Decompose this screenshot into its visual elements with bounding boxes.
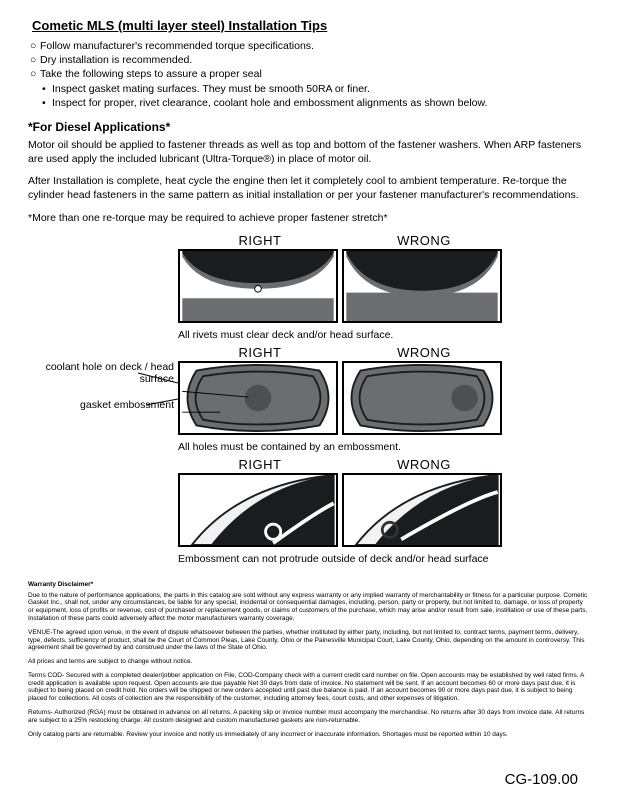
holes-caption: All holes must be contained by an emboss… — [178, 441, 590, 453]
bullet-sym: ○ — [30, 67, 40, 81]
bullet-item: •Inspect for proper, rivet clearance, co… — [28, 96, 590, 110]
label-wrong: WRONG — [342, 345, 506, 360]
label-wrong: WRONG — [342, 457, 506, 472]
bullet-item: ○Follow manufacturer's recommended torqu… — [28, 39, 590, 53]
diesel-para-2: After Installation is complete, heat cyc… — [28, 174, 590, 202]
label-right: RIGHT — [178, 233, 342, 248]
bullet-sym: ○ — [30, 39, 40, 53]
emboss-right-diagram — [178, 473, 338, 547]
label-right: RIGHT — [178, 345, 342, 360]
emboss-wrong-diagram — [342, 473, 502, 547]
bullet-text: Take the following steps to assure a pro… — [40, 68, 262, 80]
label-wrong: WRONG — [342, 233, 506, 248]
disclaimer-p6: Only catalog parts are returnable. Revie… — [28, 731, 590, 739]
diesel-note: *More than one re-torque may be required… — [28, 211, 590, 225]
diagram-row-holes: coolant hole on deck / head surface gask… — [28, 345, 590, 435]
bullet-list: ○Follow manufacturer's recommended torqu… — [28, 39, 590, 110]
emboss-caption: Embossment can not protrude outside of d… — [178, 553, 498, 565]
disclaimer-p2: VENUE-The agreed upon venue, in the even… — [28, 629, 590, 652]
page-title: Cometic MLS (multi layer steel) Installa… — [32, 18, 590, 33]
diagram-row-rivets: RIGHT WRONG — [28, 233, 590, 323]
diagrams: RIGHT WRONG — [28, 233, 590, 565]
holes-wrong-diagram — [342, 361, 502, 435]
diagram-row-emboss: RIGHT WRONG — [28, 457, 590, 547]
bullet-sym: • — [42, 96, 52, 110]
bullet-item: •Inspect gasket mating surfaces. They mu… — [28, 82, 590, 96]
bullet-sym: • — [42, 82, 52, 96]
bullet-item: ○Take the following steps to assure a pr… — [28, 67, 590, 81]
rivet-right-diagram — [178, 249, 338, 323]
bullet-text: Inspect gasket mating surfaces. They mus… — [52, 83, 370, 95]
bullet-item: ○Dry installation is recommended. — [28, 53, 590, 67]
diesel-heading: *For Diesel Applications* — [28, 120, 590, 134]
disclaimer-p5: Returns- Authorized (RGA) must be obtain… — [28, 709, 590, 725]
disclaimer-p3: All prices and terms are subject to chan… — [28, 658, 590, 666]
holes-right-diagram — [178, 361, 338, 435]
pointer-lines — [28, 345, 178, 437]
rivet-caption: All rivets must clear deck and/or head s… — [178, 329, 590, 341]
label-right: RIGHT — [178, 457, 342, 472]
warranty-disclaimer: Warranty Disclaimer* Due to the nature o… — [28, 581, 590, 739]
disclaimer-heading: Warranty Disclaimer* — [28, 581, 590, 589]
bullet-text: Dry installation is recommended. — [40, 54, 192, 66]
bullet-text: Inspect for proper, rivet clearance, coo… — [52, 97, 487, 109]
rivet-wrong-diagram — [342, 249, 502, 323]
page-footer: CG-109.00 — [505, 771, 578, 788]
disclaimer-p4: Terms COD- Secured with a completed deal… — [28, 672, 590, 703]
bullet-text: Follow manufacturer's recommended torque… — [40, 40, 314, 52]
diesel-para-1: Motor oil should be applied to fastener … — [28, 138, 590, 166]
disclaimer-p1: Due to the nature of performance applica… — [28, 592, 590, 623]
bullet-sym: ○ — [30, 53, 40, 67]
